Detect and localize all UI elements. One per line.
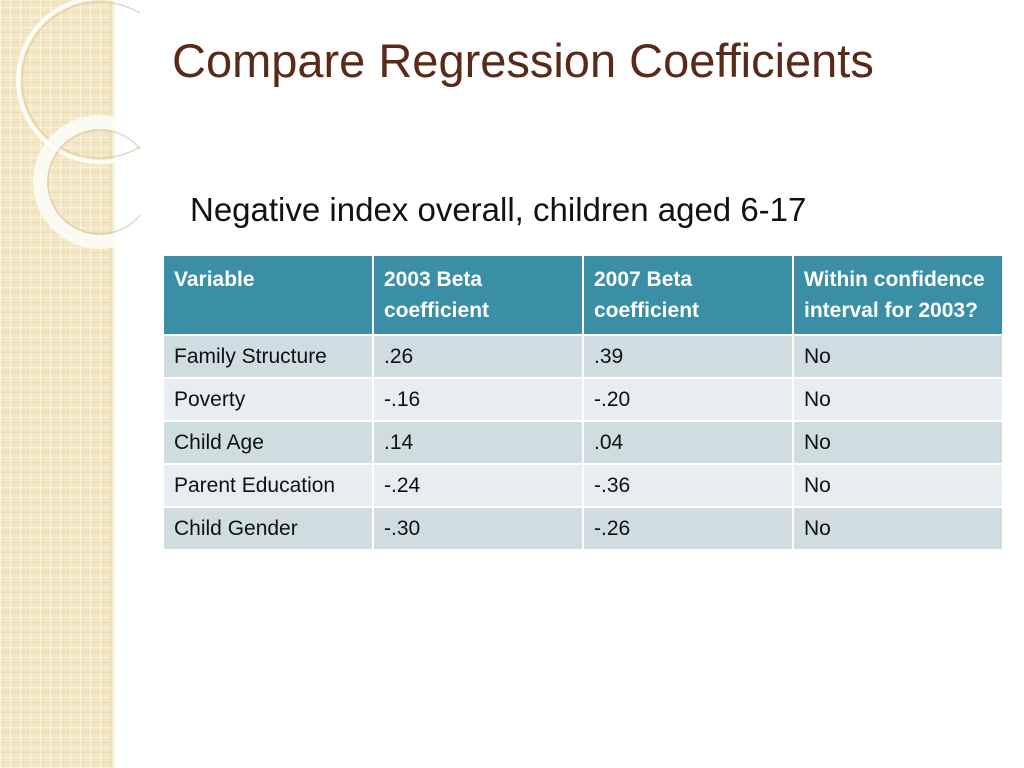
table-row: Parent Education -.24 -.36 No <box>162 463 1004 508</box>
table-row: Child Gender -.30 -.26 No <box>162 506 1004 551</box>
cell-within-ci: No <box>792 334 1004 379</box>
cell-variable: Poverty <box>162 377 374 422</box>
table-row: Poverty -.16 -.20 No <box>162 377 1004 422</box>
cell-2007-beta: .04 <box>582 420 794 465</box>
slide-title: Compare Regression Coefficients <box>172 34 874 87</box>
header-variable: Variable <box>162 254 374 336</box>
cell-2003-beta: -.16 <box>372 377 584 422</box>
cell-2003-beta: -.24 <box>372 463 584 508</box>
cell-2007-beta: -.36 <box>582 463 794 508</box>
coefficients-table: Variable 2003 Beta coefficient 2007 Beta… <box>162 254 1004 551</box>
decorative-circles <box>16 0 140 249</box>
slide-subtitle: Negative index overall, children aged 6-… <box>190 191 807 228</box>
header-2007-beta: 2007 Beta coefficient <box>582 254 794 336</box>
table-header-row: Variable 2003 Beta coefficient 2007 Beta… <box>162 254 1004 336</box>
table-row: Child Age .14 .04 No <box>162 420 1004 465</box>
cell-variable: Child Gender <box>162 506 374 551</box>
header-2003-beta: 2003 Beta coefficient <box>372 254 584 336</box>
header-within-ci: Within confidence interval for 2003? <box>792 254 1004 336</box>
cell-2007-beta: -.26 <box>582 506 794 551</box>
cell-2003-beta: .14 <box>372 420 584 465</box>
cell-2003-beta: -.30 <box>372 506 584 551</box>
cell-2007-beta: .39 <box>582 334 794 379</box>
cell-2003-beta: .26 <box>372 334 584 379</box>
strip-edge <box>110 0 116 768</box>
cell-within-ci: No <box>792 377 1004 422</box>
cell-within-ci: No <box>792 506 1004 551</box>
cell-within-ci: No <box>792 420 1004 465</box>
cell-variable: Family Structure <box>162 334 374 379</box>
cell-within-ci: No <box>792 463 1004 508</box>
cell-2007-beta: -.20 <box>582 377 794 422</box>
cell-variable: Parent Education <box>162 463 374 508</box>
cell-variable: Child Age <box>162 420 374 465</box>
table-row: Family Structure .26 .39 No <box>162 334 1004 379</box>
